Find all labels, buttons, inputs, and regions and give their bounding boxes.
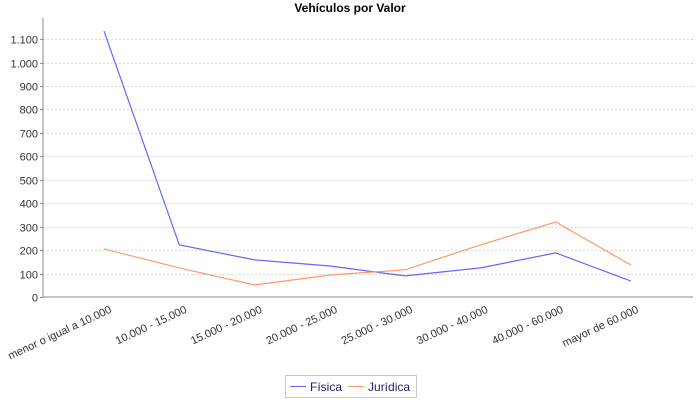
legend-item-juridica[interactable]: Jurídica xyxy=(348,380,410,394)
x-tick-label: 40.000 - 60.000 xyxy=(490,304,565,347)
series-lines xyxy=(103,30,632,286)
x-tick-label: 30.000 - 40.000 xyxy=(415,304,490,347)
x-tick-label: mayor de 60.000 xyxy=(561,304,641,350)
y-tick-label: 300 xyxy=(20,223,38,235)
y-tick-label: 800 xyxy=(20,105,38,117)
x-tick-label: 15.000 - 20.000 xyxy=(189,304,264,347)
y-tick-label: 400 xyxy=(20,199,38,211)
y-tick-label: 900 xyxy=(20,82,38,94)
x-tick-label: 25.000 - 30.000 xyxy=(340,304,415,347)
y-tick-label: 700 xyxy=(20,129,38,141)
gridlines xyxy=(43,39,693,275)
x-axis-ticks: menor o igual a 10.000 10.000 - 15.000 15.… xyxy=(6,304,640,362)
y-tick-label: 1.000 xyxy=(10,59,38,71)
legend-swatch-fisica xyxy=(290,386,306,387)
y-tick-label: 1.100 xyxy=(10,35,38,47)
series-line-jurídica xyxy=(103,221,632,286)
y-tick-label: 200 xyxy=(20,246,38,258)
x-tick-label: 10.000 - 15.000 xyxy=(114,304,189,347)
y-axis-ticks: 0 100 200 300 400 500 600 700 800 900 1.000 1.100 xyxy=(10,35,43,305)
legend: Física Jurídica xyxy=(285,375,418,398)
legend-label-juridica: Jurídica xyxy=(368,379,411,394)
legend-swatch-juridica xyxy=(348,386,365,387)
legend-label-fisica: Física xyxy=(310,379,343,394)
x-tick-label: 20.000 - 25.000 xyxy=(264,304,339,347)
legend-item-fisica[interactable]: Física xyxy=(290,380,342,394)
y-tick-label: 100 xyxy=(20,270,38,282)
y-tick-label: 0 xyxy=(32,293,38,305)
x-tick-label: menor o igual a 10.000 xyxy=(6,304,113,362)
chart-title: Vehículos por Valor xyxy=(294,1,406,15)
y-tick-label: 600 xyxy=(20,152,38,164)
y-tick-label: 500 xyxy=(20,176,38,188)
series-line-física xyxy=(103,30,632,282)
